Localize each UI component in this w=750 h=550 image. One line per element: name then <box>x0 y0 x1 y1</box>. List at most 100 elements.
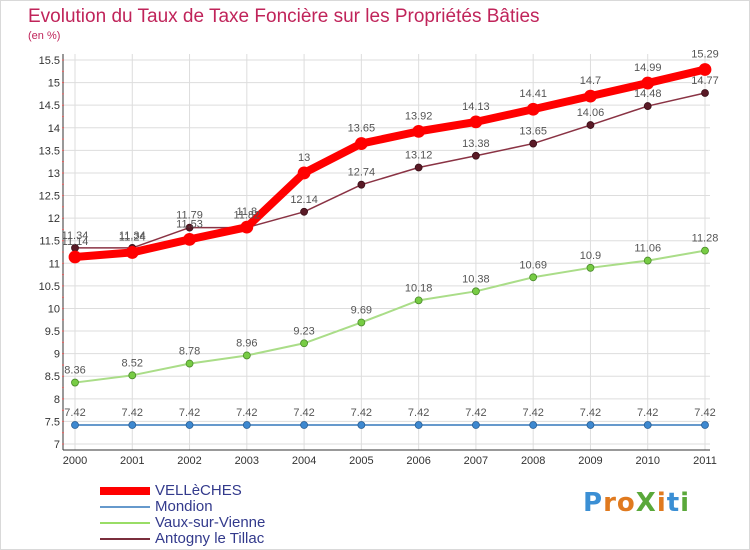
data-point-vaux-sur-vienne <box>414 296 423 305</box>
data-label-vaux-sur-vienne: 9.69 <box>351 304 372 316</box>
data-label-antogny-le-tillac: 14.77 <box>691 75 719 87</box>
data-point-vaux-sur-vienne <box>529 273 538 282</box>
data-label-antogny-le-tillac: 11.79 <box>176 210 203 222</box>
y-axis-minor-tick <box>62 70 64 73</box>
y-tick-label: 11 <box>49 258 60 270</box>
data-label-vaux-sur-vienne: 11.28 <box>692 233 719 245</box>
data-label-vaux-sur-vienne: 10.69 <box>519 259 547 271</box>
data-point-mondion <box>586 421 595 429</box>
y-axis-minor-tick <box>62 364 64 366</box>
data-point-vaux-sur-vienne <box>71 378 79 387</box>
data-point-vaux-sur-vienne <box>300 339 308 348</box>
y-axis-minor-tick <box>62 194 64 197</box>
data-label-velleches: 15.29 <box>691 48 719 60</box>
data-label-mondion: 7.42 <box>694 407 715 419</box>
data-label-velleches: 14.7 <box>580 75 601 87</box>
y-tick-label: 11.5 <box>39 236 60 248</box>
x-tick-label: 2000 <box>63 455 87 467</box>
data-label-mondion: 7.42 <box>522 407 543 419</box>
legend-swatch-vaux-sur-vienne <box>100 522 150 524</box>
data-point-velleches <box>584 89 597 103</box>
logo-letter: t <box>666 488 681 518</box>
x-tick-label: 2005 <box>349 455 373 467</box>
series-line-vaux-sur-vienne <box>74 249 706 384</box>
y-axis-minor-tick <box>62 262 64 265</box>
data-label-vaux-sur-vienne: 11.06 <box>634 243 661 255</box>
data-label-mondion: 7.42 <box>408 407 429 419</box>
data-point-velleches <box>641 76 655 90</box>
data-point-mondion <box>128 421 137 429</box>
data-label-mondion: 7.42 <box>236 407 257 419</box>
y-axis-minor-tick <box>62 352 64 355</box>
y-tick-label: 7.5 <box>45 416 60 428</box>
data-point-vaux-sur-vienne <box>472 287 480 296</box>
data-point-velleches <box>469 115 483 129</box>
y-axis-minor-tick <box>62 420 64 423</box>
data-point-mondion <box>71 421 79 429</box>
y-axis-minor-tick <box>62 273 64 276</box>
x-tick-label: 2011 <box>693 455 717 467</box>
y-axis-minor-tick <box>62 228 64 231</box>
data-point-velleches <box>240 220 254 234</box>
data-label-antogny-le-tillac: 13.38 <box>462 138 490 150</box>
legend-swatch-antogny-le-tillac <box>100 538 150 540</box>
y-tick-label: 13.5 <box>39 145 60 157</box>
data-point-mondion <box>300 421 308 429</box>
data-label-vaux-sur-vienne: 10.9 <box>580 250 601 262</box>
data-label-antogny-le-tillac: 14.48 <box>634 88 662 100</box>
data-label-velleches: 11.8 <box>237 206 258 218</box>
data-point-vaux-sur-vienne <box>242 351 251 360</box>
legend-label-velleches: VELLèCHES <box>155 482 242 499</box>
x-tick-label: 2001 <box>120 455 144 467</box>
data-label-vaux-sur-vienne: 10.38 <box>462 273 490 285</box>
y-axis-minor-tick <box>62 285 64 287</box>
y-axis-minor-tick <box>62 375 64 378</box>
data-label-mondion: 7.42 <box>179 407 200 419</box>
data-point-mondion <box>529 421 538 429</box>
legend-swatch-velleches <box>100 487 150 495</box>
y-tick-label: 12.5 <box>39 191 60 203</box>
data-point-vaux-sur-vienne <box>643 256 652 265</box>
data-point-mondion <box>185 421 194 429</box>
y-axis-minor-tick <box>62 138 64 140</box>
y-axis-minor-tick <box>62 386 64 389</box>
data-point-vaux-sur-vienne <box>586 263 595 272</box>
data-point-antogny-le-tillac <box>357 180 366 189</box>
proxiti-logo: ProXiti <box>583 488 690 518</box>
data-point-antogny-le-tillac <box>701 89 709 97</box>
logo-letter: P <box>583 488 604 518</box>
data-point-velleches <box>125 246 139 259</box>
y-axis-minor-tick <box>62 160 64 163</box>
y-axis-minor-tick <box>62 217 64 219</box>
legend-label-antogny-le-tillac: Antogny le Tillac <box>155 530 265 547</box>
data-point-velleches <box>183 232 196 246</box>
data-point-mondion <box>242 421 251 429</box>
y-axis-minor-tick <box>62 115 64 118</box>
data-point-vaux-sur-vienne <box>701 246 709 255</box>
x-tick-label: 2007 <box>464 455 488 467</box>
y-tick-label: 9 <box>54 349 60 361</box>
data-label-mondion: 7.42 <box>637 407 658 419</box>
data-point-antogny-le-tillac <box>472 151 480 160</box>
y-axis-minor-tick <box>62 183 64 186</box>
y-tick-label: 14.5 <box>39 100 60 112</box>
y-axis-minor-tick <box>62 59 64 61</box>
y-axis-minor-tick <box>62 81 64 84</box>
data-point-antogny-le-tillac <box>529 139 538 148</box>
data-label-mondion: 7.42 <box>64 407 85 419</box>
data-label-antogny-le-tillac: 11.82 <box>233 210 260 222</box>
data-label-antogny-le-tillac: 12.74 <box>348 167 376 179</box>
logo-letter: i <box>656 488 667 518</box>
x-tick-label: 2006 <box>406 455 430 467</box>
series-line-velleches <box>71 65 709 261</box>
data-point-antogny-le-tillac <box>300 207 308 216</box>
data-point-velleches <box>526 102 540 116</box>
data-point-antogny-le-tillac <box>414 163 423 172</box>
data-label-velleches: 11.53 <box>176 218 203 230</box>
y-axis-minor-tick <box>62 307 64 310</box>
data-point-mondion <box>472 421 480 429</box>
y-tick-label: 12 <box>48 213 60 225</box>
y-tick-label: 15 <box>48 78 60 90</box>
data-point-mondion <box>414 421 423 429</box>
